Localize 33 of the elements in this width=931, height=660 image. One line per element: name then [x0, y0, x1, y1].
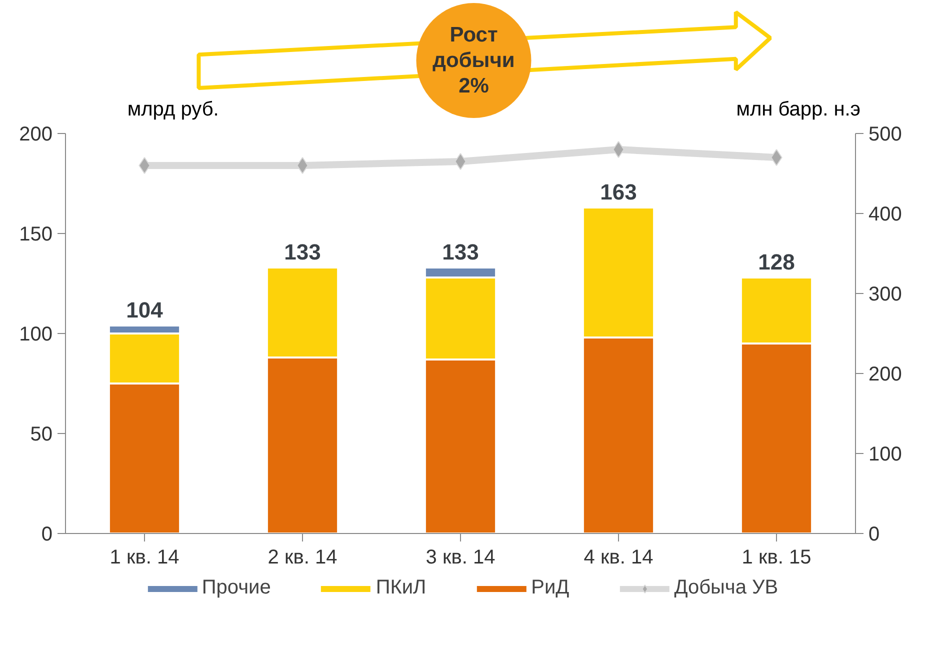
legend-label: Прочие: [202, 576, 271, 600]
y-tick-label: 0: [41, 524, 52, 546]
total-label: 128: [758, 250, 795, 274]
x-tick-label: 1 кв. 14: [110, 546, 180, 568]
y2-axis-title: млн барр. н.э: [736, 98, 861, 120]
total-label: 133: [442, 240, 479, 264]
legend-label: Добыча УВ: [674, 576, 778, 600]
y2-tick-label: 0: [868, 524, 880, 546]
point: [296, 157, 308, 174]
total-label: 133: [284, 240, 321, 264]
x-tick-label: 2 кв. 14: [268, 546, 338, 568]
y2-tick-label: 100: [868, 444, 902, 466]
y2-tick-label: 200: [868, 364, 902, 386]
y-tick-label: 100: [19, 324, 53, 346]
total-label: 104: [126, 298, 164, 322]
legend-label: РиД: [531, 576, 570, 600]
point: [138, 157, 150, 174]
legend-label: ПКиЛ: [376, 576, 426, 600]
x-tick-label: 1 кв. 15: [742, 546, 812, 568]
y-tick-label: 150: [19, 224, 53, 246]
y2-tick-label: 500: [868, 124, 902, 146]
y2-tick-label: 300: [868, 284, 902, 306]
point: [454, 153, 466, 170]
y-axis-title: млрд руб.: [127, 98, 219, 120]
point: [612, 141, 624, 158]
text: Рост добычи 2%: [432, 24, 515, 98]
x-tick-label: 4 кв. 14: [584, 546, 654, 568]
y2-tick-label: 400: [868, 204, 902, 226]
total-label: 163: [600, 180, 637, 204]
x-tick-label: 3 кв. 14: [426, 546, 496, 568]
y-tick-label: 200: [19, 124, 53, 146]
y-tick-label: 50: [30, 424, 53, 446]
point: [770, 149, 782, 166]
